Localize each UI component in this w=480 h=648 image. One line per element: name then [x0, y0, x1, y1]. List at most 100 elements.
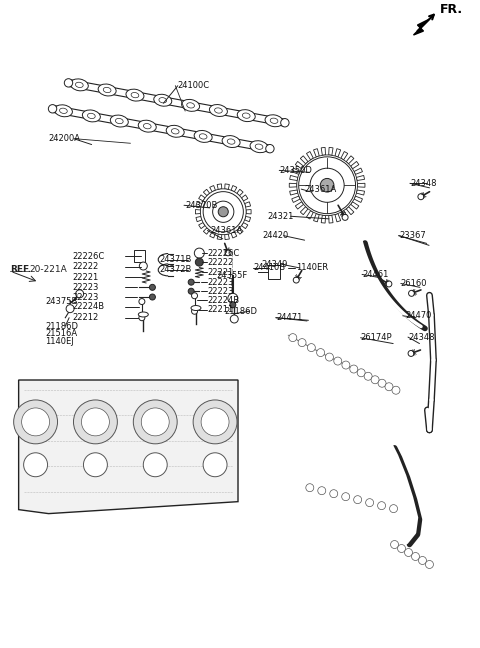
Circle shape — [298, 339, 306, 347]
Circle shape — [293, 277, 299, 283]
Circle shape — [22, 408, 49, 436]
Polygon shape — [196, 202, 202, 207]
Ellipse shape — [75, 82, 83, 87]
Circle shape — [66, 305, 74, 312]
Ellipse shape — [227, 139, 235, 145]
Circle shape — [334, 357, 342, 365]
Polygon shape — [329, 147, 333, 156]
Polygon shape — [306, 211, 313, 219]
Circle shape — [307, 343, 315, 352]
Circle shape — [230, 302, 236, 308]
Circle shape — [418, 194, 424, 200]
Ellipse shape — [171, 129, 179, 134]
Ellipse shape — [60, 108, 67, 113]
Text: 22226C: 22226C — [207, 249, 240, 258]
Circle shape — [386, 281, 392, 287]
Text: 24348: 24348 — [408, 332, 434, 341]
Text: 22224B: 22224B — [207, 295, 240, 305]
Text: 24100C: 24100C — [178, 81, 210, 90]
Circle shape — [133, 400, 177, 444]
Circle shape — [24, 453, 48, 477]
Polygon shape — [289, 183, 297, 187]
Ellipse shape — [209, 104, 228, 117]
Ellipse shape — [199, 133, 207, 139]
Circle shape — [378, 502, 385, 509]
Text: 22223: 22223 — [72, 283, 99, 292]
Polygon shape — [354, 196, 362, 202]
Text: 21516A: 21516A — [45, 329, 77, 338]
Polygon shape — [245, 202, 251, 207]
Circle shape — [13, 400, 58, 444]
Ellipse shape — [215, 108, 222, 113]
Text: 26174P: 26174P — [360, 333, 392, 342]
Polygon shape — [341, 152, 348, 160]
Polygon shape — [237, 189, 243, 196]
Ellipse shape — [166, 125, 184, 137]
Text: 24420: 24420 — [262, 231, 288, 240]
Polygon shape — [356, 176, 364, 181]
Circle shape — [366, 499, 373, 507]
Circle shape — [266, 145, 274, 153]
Circle shape — [203, 192, 243, 232]
Ellipse shape — [144, 124, 151, 129]
Circle shape — [306, 483, 314, 492]
Circle shape — [391, 540, 398, 548]
Circle shape — [218, 207, 228, 217]
Circle shape — [192, 293, 198, 299]
Circle shape — [419, 557, 426, 564]
Circle shape — [397, 544, 406, 553]
Circle shape — [194, 248, 204, 258]
Circle shape — [139, 315, 145, 321]
Circle shape — [325, 353, 334, 361]
Text: 22222: 22222 — [207, 258, 234, 266]
Circle shape — [318, 487, 326, 494]
Text: 22211: 22211 — [207, 305, 234, 314]
Text: 24350D: 24350D — [280, 166, 312, 175]
Circle shape — [188, 288, 194, 294]
Circle shape — [192, 308, 198, 314]
Text: 24371B: 24371B — [159, 255, 192, 264]
Circle shape — [201, 408, 229, 436]
Ellipse shape — [181, 99, 200, 111]
Circle shape — [299, 157, 356, 214]
Polygon shape — [335, 148, 341, 157]
Polygon shape — [341, 211, 348, 219]
Circle shape — [390, 505, 397, 513]
Text: 24355F: 24355F — [216, 272, 247, 280]
Polygon shape — [217, 184, 222, 189]
Text: 22224B: 22224B — [72, 302, 105, 311]
Text: 24361A: 24361A — [304, 185, 336, 194]
Circle shape — [364, 373, 372, 380]
Ellipse shape — [71, 79, 88, 91]
Text: 21186D: 21186D — [45, 321, 78, 330]
Circle shape — [141, 408, 169, 436]
Circle shape — [342, 492, 350, 501]
Circle shape — [84, 453, 108, 477]
Text: REF.: REF. — [10, 265, 31, 273]
Polygon shape — [290, 176, 298, 181]
Circle shape — [408, 290, 415, 296]
Ellipse shape — [54, 105, 72, 117]
Polygon shape — [313, 148, 319, 157]
Polygon shape — [300, 207, 308, 214]
Text: 22223: 22223 — [207, 286, 234, 295]
Circle shape — [230, 315, 238, 323]
Circle shape — [342, 214, 348, 220]
Polygon shape — [413, 19, 430, 35]
Bar — [268, 265, 280, 279]
Text: 24410B: 24410B — [253, 264, 286, 272]
Ellipse shape — [138, 121, 156, 132]
Text: 24372B: 24372B — [159, 266, 192, 274]
Text: 24349: 24349 — [262, 260, 288, 268]
Text: 22221: 22221 — [72, 273, 99, 281]
Circle shape — [425, 561, 433, 568]
Ellipse shape — [255, 144, 263, 149]
Polygon shape — [321, 215, 325, 223]
Circle shape — [385, 383, 393, 391]
Circle shape — [411, 553, 420, 561]
Polygon shape — [321, 147, 325, 156]
Circle shape — [64, 78, 72, 87]
Polygon shape — [196, 216, 202, 222]
Ellipse shape — [138, 312, 148, 317]
Text: 1140ER: 1140ER — [297, 264, 329, 272]
